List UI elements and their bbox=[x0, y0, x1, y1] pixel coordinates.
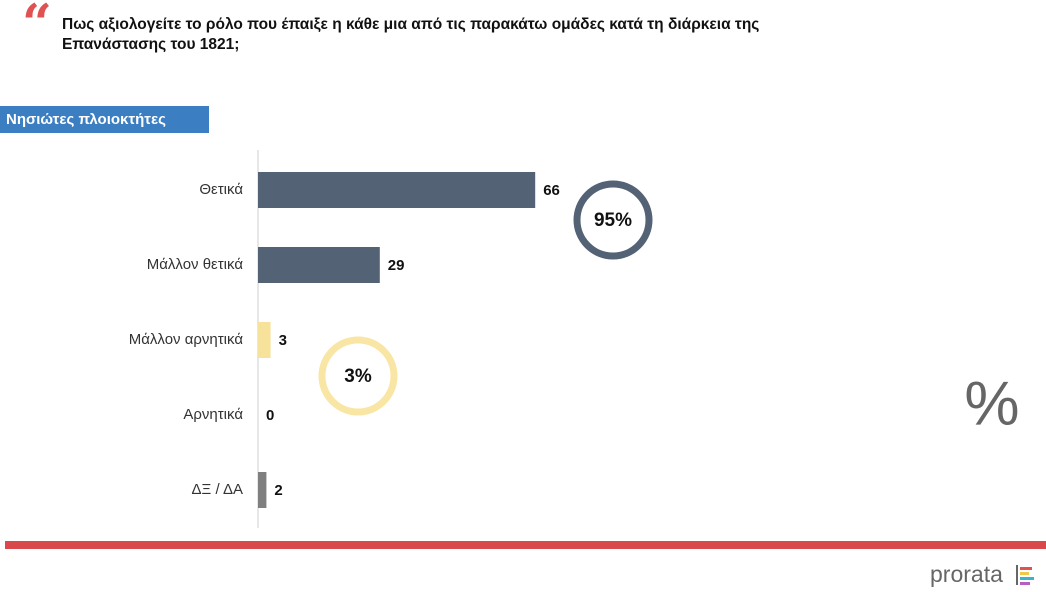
divider bbox=[5, 541, 1046, 549]
logo-bar bbox=[1020, 572, 1029, 575]
bar bbox=[258, 172, 536, 208]
title-line: Πως αξιολογείτε το ρόλο που έπαιξε η κάθ… bbox=[62, 16, 759, 33]
value-label: 2 bbox=[274, 482, 282, 499]
bar bbox=[258, 322, 271, 358]
category-label: Μάλλον θετικά bbox=[147, 256, 244, 273]
logo-bar bbox=[1020, 567, 1032, 570]
subtitle: Νησιώτες πλοιοκτήτες bbox=[6, 111, 166, 128]
bar bbox=[258, 247, 380, 283]
annotation: 3% bbox=[344, 366, 372, 387]
unit-symbol: % bbox=[964, 369, 1019, 438]
annotation: 95% bbox=[594, 210, 632, 231]
category-label: Αρνητικά bbox=[183, 406, 243, 423]
subtitle-box bbox=[0, 106, 209, 133]
annotation-ring bbox=[573, 180, 653, 260]
bar bbox=[258, 472, 267, 508]
annotation-ring bbox=[318, 336, 398, 416]
value-label: 29 bbox=[388, 257, 405, 274]
category-label: Θετικά bbox=[199, 181, 243, 198]
title-line: Επανάστασης του 1821; bbox=[62, 36, 239, 53]
logo-bar bbox=[1020, 582, 1030, 585]
quote-mark: “ bbox=[22, 0, 52, 55]
value-label: 0 bbox=[266, 407, 274, 424]
category-label: ΔΞ / ΔΑ bbox=[192, 481, 243, 498]
logo-bar bbox=[1016, 565, 1018, 585]
brand: prorata bbox=[930, 561, 1003, 587]
value-label: 66 bbox=[543, 182, 560, 199]
category-label: Μάλλον αρνητικά bbox=[129, 331, 244, 348]
logo-bar bbox=[1020, 577, 1034, 580]
value-label: 3 bbox=[279, 332, 287, 349]
